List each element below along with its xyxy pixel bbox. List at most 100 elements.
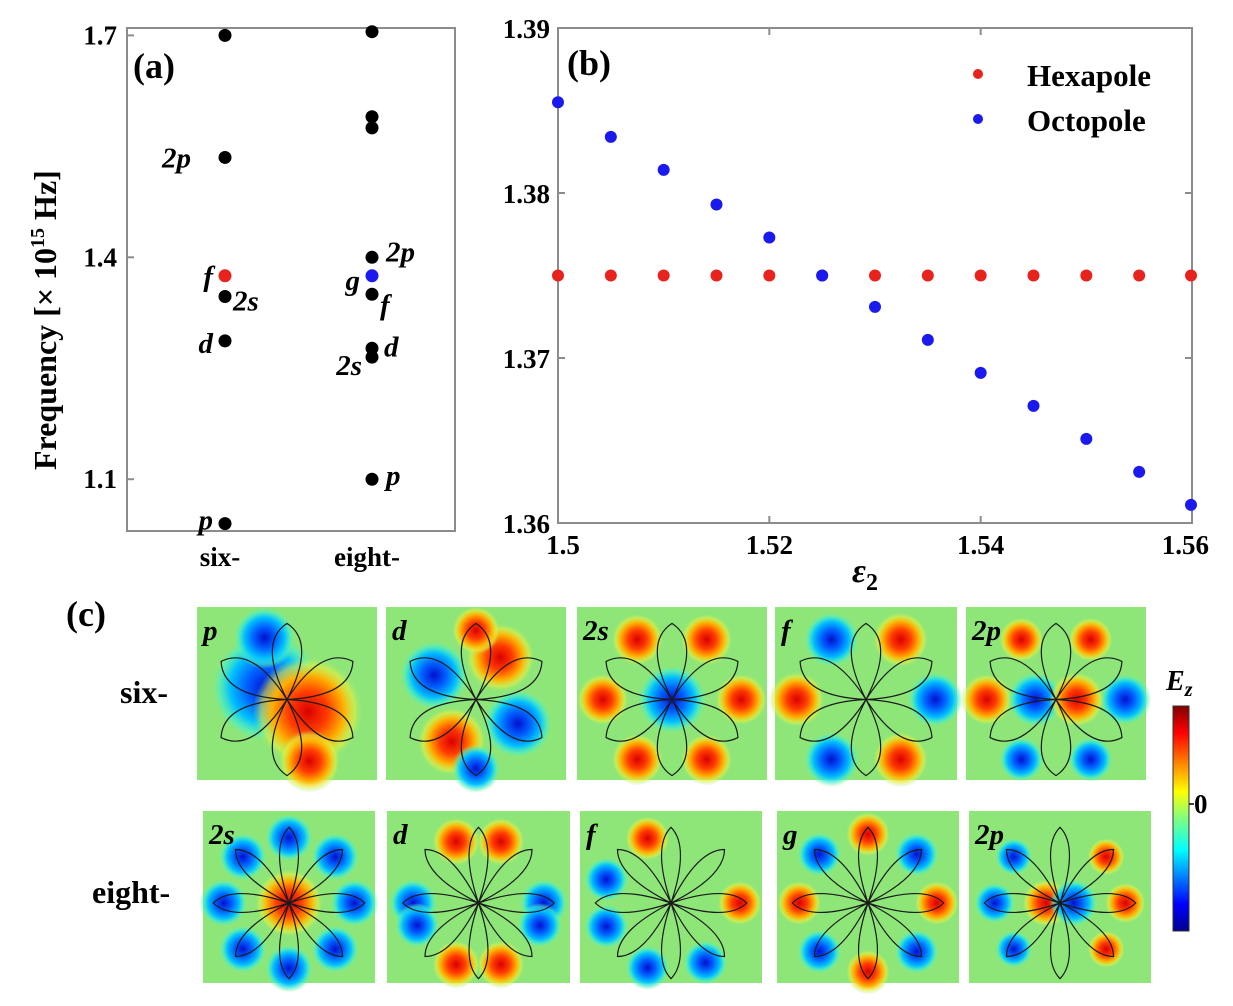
a-point-label: 2p bbox=[385, 236, 415, 268]
field-lobe bbox=[264, 944, 314, 993]
row-label-eight: eight- bbox=[92, 874, 170, 910]
panel-b-legend: Hexapole Octopole bbox=[973, 58, 1151, 138]
panel-b-label: (b) bbox=[567, 43, 611, 83]
field-map-six-d: d bbox=[386, 606, 566, 793]
b-point-hexapole bbox=[763, 269, 776, 282]
field-lobe bbox=[311, 832, 360, 881]
field-map-eight-2s: 2s bbox=[199, 811, 379, 993]
field-map-eight-g: g bbox=[776, 811, 960, 995]
panel-b-points bbox=[552, 96, 1197, 511]
a-point bbox=[218, 269, 232, 283]
field-lobe bbox=[476, 817, 525, 866]
field-lobe bbox=[218, 832, 267, 881]
field-lobe bbox=[914, 880, 960, 926]
b-point-octopole bbox=[1027, 399, 1040, 412]
b-point-hexapole bbox=[974, 269, 987, 282]
panel-a-frame bbox=[126, 27, 456, 532]
cavity-outline bbox=[220, 622, 354, 777]
field-lobe bbox=[776, 880, 822, 926]
field-lobe bbox=[796, 929, 842, 975]
field-map-six-2p: 2p bbox=[960, 607, 1152, 782]
field-lobe bbox=[611, 613, 664, 666]
a-point bbox=[365, 472, 379, 486]
cavity-outline bbox=[983, 826, 1137, 980]
b-point-hexapole bbox=[1027, 269, 1040, 282]
field-lobe bbox=[199, 878, 248, 928]
b-point-octopole bbox=[1185, 498, 1197, 511]
field-lobe bbox=[264, 813, 314, 862]
b-point-octopole bbox=[710, 198, 723, 211]
field-map-eight-f: f bbox=[580, 811, 763, 991]
cavity-outline bbox=[989, 622, 1123, 777]
field-lobe bbox=[1104, 882, 1146, 924]
field-map-mode-label: 2s bbox=[582, 615, 609, 647]
a-point-label: 2s bbox=[232, 286, 259, 318]
field-lobe bbox=[1068, 736, 1114, 782]
field-lobe bbox=[894, 929, 940, 975]
field-map-mode-label: p bbox=[200, 615, 218, 647]
a-point-label: d bbox=[384, 331, 399, 363]
field-lobe bbox=[803, 611, 860, 668]
a-point-label: f bbox=[203, 261, 216, 293]
colorbar-tick-label: 0 bbox=[1194, 789, 1208, 819]
b-point-hexapole bbox=[552, 269, 564, 282]
b-point-hexapole bbox=[710, 269, 723, 282]
a-point-label: g bbox=[345, 265, 361, 297]
b-point-octopole bbox=[604, 130, 617, 143]
a-point bbox=[218, 290, 232, 304]
field-map-six-2s: 2s bbox=[576, 607, 768, 786]
a-point bbox=[218, 517, 232, 531]
field-lobe bbox=[483, 689, 553, 759]
field-lobe bbox=[683, 940, 728, 985]
field-lobe bbox=[432, 940, 481, 989]
colorbar: Ez 0 bbox=[1165, 666, 1208, 932]
a-point-label: f bbox=[380, 289, 393, 321]
field-lobe bbox=[907, 671, 963, 728]
b-point-octopole bbox=[552, 96, 564, 109]
b-point-octopole bbox=[974, 366, 987, 379]
field-lobe bbox=[311, 925, 360, 974]
b-x-tick-label: 1.52 bbox=[746, 530, 793, 560]
field-lobe bbox=[717, 880, 763, 926]
panel-a-y-axis-label: Frequency [× 1015 Hz] bbox=[27, 170, 63, 470]
field-lobe bbox=[998, 617, 1044, 663]
b-point-octopole bbox=[763, 231, 776, 244]
field-map-six-f: f bbox=[769, 607, 963, 788]
a-point bbox=[218, 28, 232, 42]
b-y-tick-label: 1.39 bbox=[503, 14, 550, 44]
field-lobe bbox=[330, 878, 379, 928]
field-lobe bbox=[517, 902, 563, 948]
b-point-octopole bbox=[869, 300, 881, 313]
b-y-tick-label: 1.36 bbox=[503, 509, 550, 539]
field-map-mode-label: d bbox=[393, 819, 408, 851]
field-lobe bbox=[625, 945, 670, 991]
b-point-hexapole bbox=[1185, 269, 1197, 282]
cavity-outline bbox=[799, 622, 933, 777]
row-label-six: six- bbox=[120, 674, 168, 710]
field-lobe bbox=[278, 730, 341, 793]
panel-a-label: (a) bbox=[133, 46, 175, 86]
field-lobe bbox=[583, 857, 629, 902]
cavity-outline bbox=[791, 826, 945, 980]
a-point bbox=[365, 350, 379, 364]
panel-a-x-ticks: six-eight- bbox=[200, 542, 400, 572]
field-lobe bbox=[394, 902, 440, 948]
field-lobe bbox=[1099, 673, 1152, 726]
field-lobe bbox=[583, 904, 629, 949]
field-lobe bbox=[1049, 878, 1098, 928]
field-map-mode-label: 2s bbox=[208, 819, 235, 851]
field-lobe bbox=[218, 925, 267, 974]
field-map-six-p: p bbox=[197, 606, 377, 793]
legend-marker-octopole bbox=[973, 114, 983, 124]
a-point bbox=[365, 269, 379, 283]
field-lobe bbox=[994, 837, 1033, 876]
field-lobe bbox=[432, 817, 481, 866]
field-lobe bbox=[974, 882, 1016, 924]
field-lobe bbox=[960, 673, 1013, 726]
field-lobe bbox=[796, 831, 842, 877]
field-lobe bbox=[611, 733, 664, 786]
b-y-tick-label: 1.38 bbox=[503, 179, 550, 209]
a-point bbox=[365, 287, 379, 301]
